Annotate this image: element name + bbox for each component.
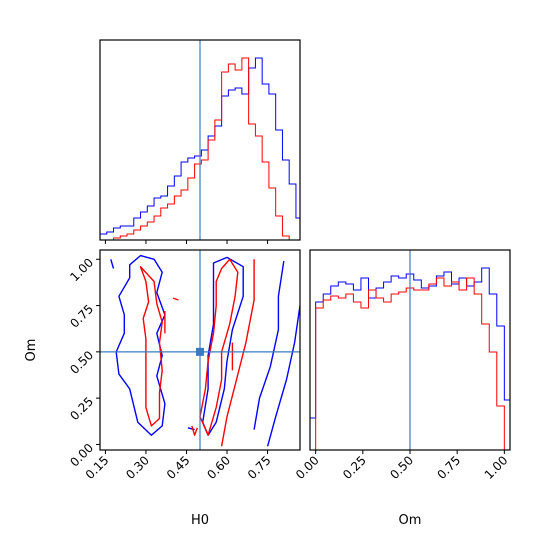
om-hist-red-series (310, 277, 510, 450)
red-contour-line (199, 258, 239, 436)
red-contour-line (139, 266, 163, 427)
om-histogram-panel: 0.00 0.25 0.50 0.75 1.00 (293, 249, 511, 482)
om-hist-x-tick-label: 0.50 (387, 453, 416, 482)
contour-series (100, 250, 300, 450)
om-hist-x-tick-label: 0.00 (293, 453, 322, 482)
blue-contour-line (266, 305, 300, 447)
red-contour-line (220, 259, 255, 447)
om-hist-x-tick-label: 1.00 (482, 453, 511, 482)
om-hist-x-tick-label: 0.25 (340, 453, 369, 482)
truth-point-marker (196, 347, 204, 356)
contour-x-tick-label: 0.75 (245, 453, 274, 482)
contour-x-tick-label: 0.45 (164, 453, 193, 482)
h0-histogram-series (100, 40, 300, 240)
y-axis-label-om: Om (24, 339, 39, 362)
om-hist-x-tick-label: 0.75 (434, 453, 463, 482)
blue-contour-line (253, 260, 285, 430)
contour-x-tick-label: 0.60 (204, 453, 233, 482)
blue-contour-line (202, 256, 244, 436)
contour-y-tick-label: 0.25 (67, 394, 96, 423)
contour-frame (99, 249, 301, 451)
contour-x-tick-label: 0.30 (123, 453, 152, 482)
contour-y-tick-label: 0.50 (67, 348, 96, 377)
contour-y-tick-label: 0.75 (67, 302, 96, 331)
contour-y-tick-label: 1.00 (67, 255, 96, 284)
x-axis-label-h0: H0 (191, 513, 209, 528)
h0-hist-frame (99, 39, 301, 241)
red-contour-line (172, 297, 179, 301)
om-vs-h0-contour-panel: 0.15 0.30 0.45 0.60 0.750.000.250.500.751.00 (67, 249, 301, 482)
om-histogram-series (310, 250, 510, 450)
h0-histogram-panel (99, 39, 301, 244)
h0-hist-red-series (100, 57, 300, 240)
x-axis-label-om: Om (399, 513, 422, 528)
red-contour-line (191, 425, 198, 436)
blue-contour-line (110, 259, 115, 269)
h0-hist-blue-series (100, 57, 300, 240)
blue-contour-line (115, 254, 166, 436)
